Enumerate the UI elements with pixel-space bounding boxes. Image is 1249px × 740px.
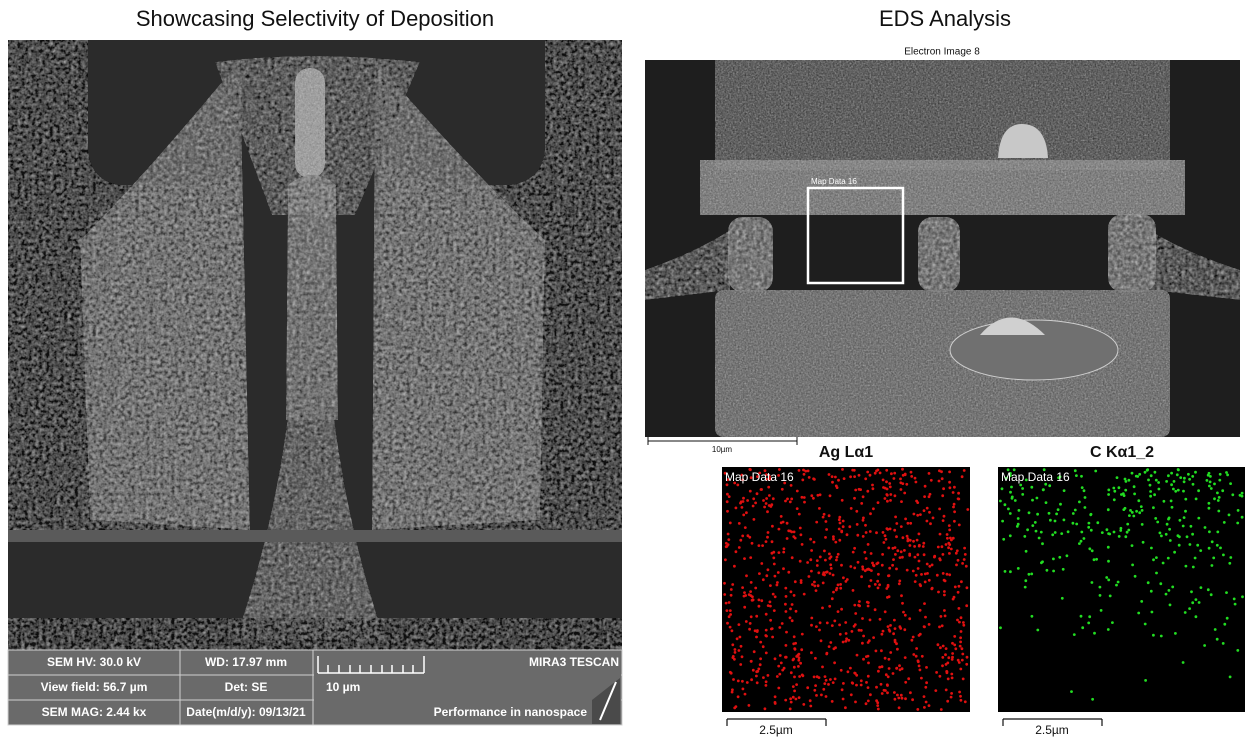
electron-image xyxy=(645,60,1240,437)
scale-label: 2.5µm xyxy=(759,723,793,737)
figure: Showcasing Selectivity of Deposition xyxy=(0,0,1249,740)
map-label: Map Data 16 xyxy=(725,470,794,484)
map-label: Map Data 16 xyxy=(1001,470,1070,484)
info-text: SEM MAG: 2.44 kx xyxy=(42,705,147,719)
panel-title: Showcasing Selectivity of Deposition xyxy=(136,6,494,31)
info-text: WD: 17.97 mm xyxy=(205,655,287,669)
map-title: Ag Lα1 xyxy=(819,444,873,461)
info-text: SEM HV: 30.0 kV xyxy=(47,655,141,669)
scale-bar xyxy=(648,437,797,445)
region-label: Map Data 16 xyxy=(811,177,857,186)
info-text: 10 µm xyxy=(326,680,360,694)
sem-info-panel: SEM HV: 30.0 kV WD: 17.97 mm MIRA3 TESCA… xyxy=(8,650,622,725)
sem-image xyxy=(8,40,622,650)
info-text: View field: 56.7 µm xyxy=(41,680,148,694)
scale-label: 10µm xyxy=(712,445,733,454)
panel-title: EDS Analysis xyxy=(879,6,1011,31)
eds-map: C Kα1_2 Map Data 16 2.5µm xyxy=(998,444,1245,737)
eds-map: Ag Lα1 Map Data 16 2.5µm xyxy=(722,444,970,737)
info-text: Det: SE xyxy=(225,680,268,694)
info-text: Date(m/d/y): 09/13/21 xyxy=(186,705,306,719)
image-label: Electron Image 8 xyxy=(904,47,980,58)
info-text: MIRA3 TESCAN xyxy=(529,655,619,669)
info-text: Performance in nanospace xyxy=(434,705,588,719)
map-title: C Kα1_2 xyxy=(1090,444,1154,461)
scale-label: 2.5µm xyxy=(1035,723,1069,737)
